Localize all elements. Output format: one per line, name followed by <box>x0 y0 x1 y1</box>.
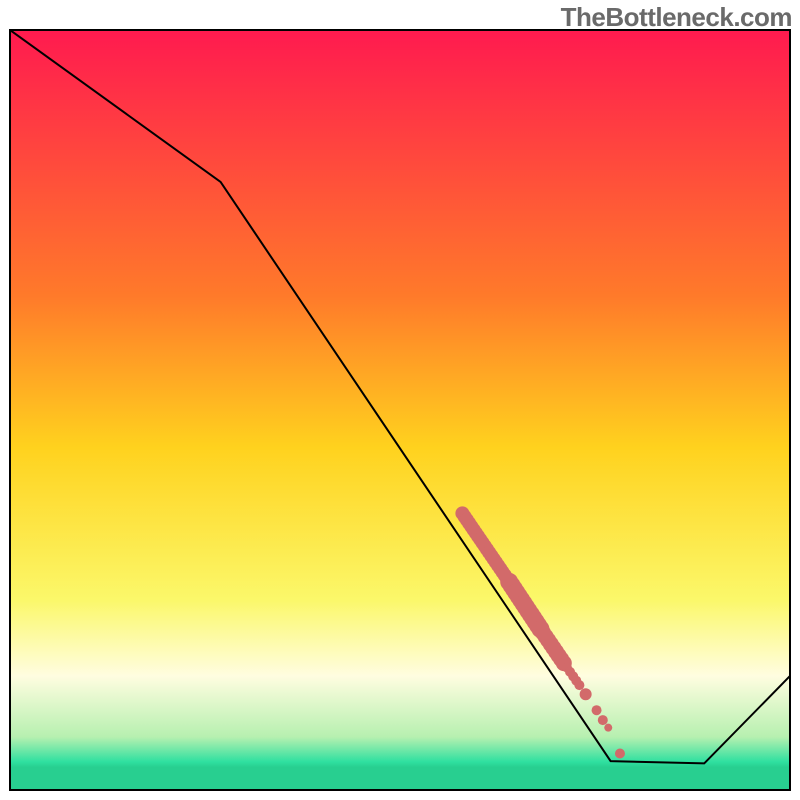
bottleneck-chart: TheBottleneck.com <box>0 0 800 800</box>
watermark-text: TheBottleneck.com <box>561 2 792 33</box>
chart-canvas <box>0 0 800 800</box>
gradient-background <box>10 30 790 790</box>
